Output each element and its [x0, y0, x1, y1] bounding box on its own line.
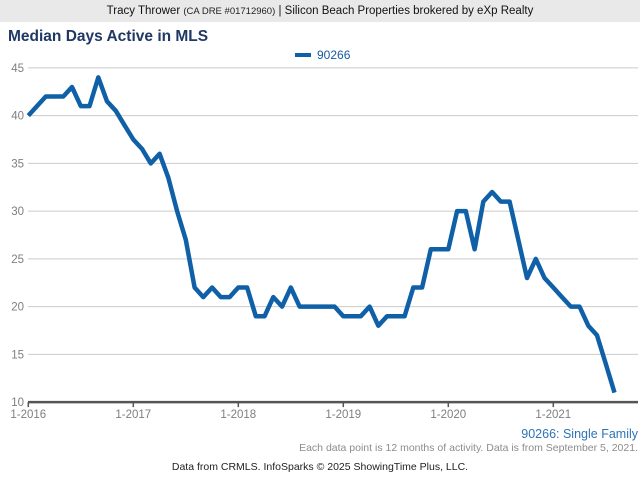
legend-line-swatch-icon: [295, 52, 311, 58]
brokerage-name: Silicon Beach Properties brokered by eXp…: [284, 5, 534, 17]
y-tick-label: 30: [11, 206, 24, 218]
x-tick-label: 1-2019: [325, 409, 361, 421]
agent-license: (CA DRE #01712960): [183, 5, 276, 17]
data-note: Each data point is 12 months of activity…: [299, 442, 638, 454]
x-tick-label: 1-2017: [115, 409, 151, 421]
y-tick-label: 45: [11, 63, 24, 75]
x-tick-label: 1-2021: [535, 409, 571, 421]
legend-item-90266[interactable]: 90266: [295, 48, 351, 62]
series-note: 90266: Single Family: [521, 427, 638, 441]
x-tick-label: 1-2018: [220, 409, 256, 421]
y-tick-label: 10: [11, 397, 24, 409]
x-tick-label: 1-2016: [10, 409, 46, 421]
y-tick-label: 40: [11, 111, 24, 123]
page-title: Median Days Active in MLS: [8, 28, 209, 45]
y-tick-label: 20: [11, 302, 24, 314]
x-tick-label: 1-2020: [430, 409, 466, 421]
y-tick-label: 25: [11, 254, 24, 266]
series-line-90266: [26, 75, 617, 394]
header-bar: Tracy Thrower (CA DRE #01712960) | Silic…: [0, 0, 640, 22]
agent-name: Tracy Thrower: [106, 5, 181, 17]
y-tick-label: 35: [11, 158, 24, 170]
y-tick-label: 15: [11, 349, 24, 361]
legend-label: 90266: [317, 48, 351, 62]
header-divider: |: [278, 5, 282, 17]
attribution-note: Data from CRMLS. InfoSparks © 2025 Showi…: [171, 461, 469, 473]
